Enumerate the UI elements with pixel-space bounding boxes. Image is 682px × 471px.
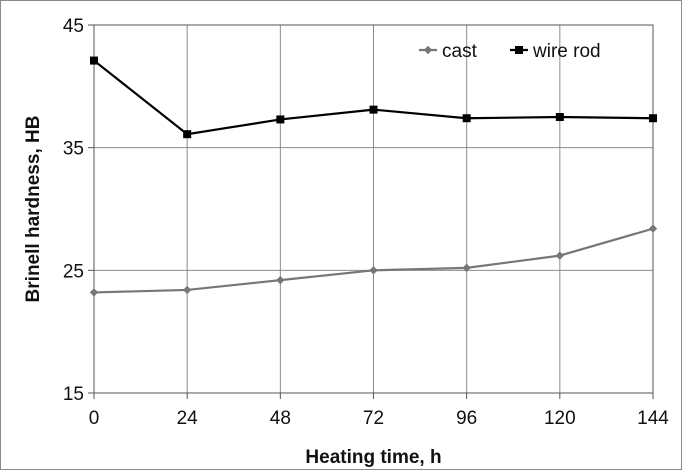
legend: cast wire rod (419, 41, 601, 62)
y-axis-title: Brinell hardness, HB (23, 116, 44, 303)
data-point (648, 224, 658, 233)
x-tick-label: 48 (270, 408, 291, 429)
data-point (182, 285, 192, 295)
data-point (462, 114, 471, 123)
data-point (183, 130, 192, 139)
x-tick-label: 0 (89, 408, 100, 429)
series-points (89, 56, 658, 297)
legend-label: wire rod (532, 41, 601, 62)
legend-marker (515, 46, 523, 54)
y-tick-label: 25 (63, 261, 84, 282)
data-point (90, 56, 98, 65)
data-point (649, 114, 657, 123)
x-axis-ticks: 0 24 48 72 96 120 144 (89, 393, 669, 429)
data-point (462, 263, 471, 273)
x-tick-label: 72 (363, 408, 384, 429)
y-tick-label: 15 (63, 384, 84, 405)
gridlines (93, 24, 654, 394)
y-tick-label: 35 (63, 139, 84, 160)
data-point (89, 288, 99, 297)
data-point (555, 251, 565, 260)
data-point (555, 113, 564, 121)
x-tick-label: 96 (456, 408, 477, 429)
data-point (369, 266, 378, 275)
x-tick-label: 144 (637, 408, 669, 429)
data-point (276, 275, 285, 285)
x-tick-label: 120 (544, 408, 576, 429)
x-tick-label: 24 (177, 408, 199, 429)
data-point (369, 105, 378, 114)
legend-label: cast (442, 41, 478, 62)
data-point (276, 115, 285, 124)
y-axis-ticks: 15 25 35 45 (63, 16, 94, 405)
y-tick-label: 45 (63, 16, 84, 37)
legend-marker (423, 45, 433, 55)
x-axis-title: Heating time, h (305, 447, 441, 468)
